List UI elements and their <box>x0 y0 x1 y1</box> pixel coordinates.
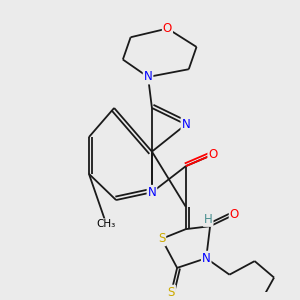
Text: S: S <box>168 286 175 298</box>
Text: N: N <box>182 118 190 131</box>
Text: O: O <box>230 208 239 221</box>
Text: N: N <box>148 186 156 199</box>
Text: S: S <box>158 232 165 245</box>
Text: H: H <box>204 213 212 226</box>
Text: O: O <box>163 22 172 35</box>
Text: CH₃: CH₃ <box>97 219 116 229</box>
Text: N: N <box>144 70 152 83</box>
Text: N: N <box>202 252 211 265</box>
Text: O: O <box>208 148 217 161</box>
